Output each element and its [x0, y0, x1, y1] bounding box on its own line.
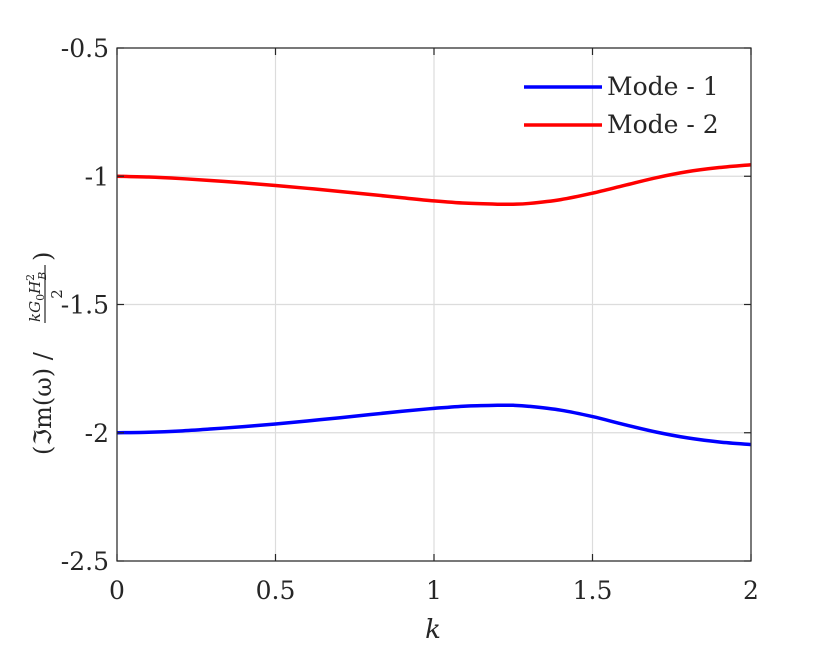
y-tick-label-1: -1: [85, 162, 109, 191]
y-axis-label-numerator: kG0H2B: [24, 272, 49, 322]
y-axis-label-denominator: 2: [48, 289, 66, 299]
y-axis-label: (ℑm(ω) / kG0H2B 2 ): [24, 252, 66, 455]
x-axis-label: k: [425, 615, 441, 645]
x-tick-label-4: 2: [743, 576, 759, 605]
y-axis-label-open: (ℑm(ω) /: [29, 351, 57, 455]
legend-label-mode-1: Mode - 1: [607, 72, 719, 101]
series-line-mode-2: [116, 162, 752, 207]
x-tick-label-1: 0.5: [256, 576, 296, 605]
legend-label-mode-2: Mode - 2: [607, 110, 719, 139]
y-tick-label-4: -2.5: [61, 547, 109, 576]
y-tick-label-0: -0.5: [61, 34, 109, 63]
x-tick-label-2: 1: [426, 576, 442, 605]
series-line-mode-1: [116, 403, 752, 447]
y-tick-label-2: -1.5: [61, 291, 109, 320]
ticks-layer: 0 0.5 1 1.5 2 -0.5 -1 -1.5 -2 -2.5: [61, 34, 759, 605]
series-layer: [116, 162, 752, 447]
x-tick-label-3: 1.5: [573, 576, 613, 605]
x-tick-label-0: 0: [109, 576, 125, 605]
legend: Mode - 1 Mode - 2: [524, 72, 719, 139]
y-tick-label-3: -2: [85, 419, 109, 448]
y-axis-label-close: ): [29, 252, 57, 261]
